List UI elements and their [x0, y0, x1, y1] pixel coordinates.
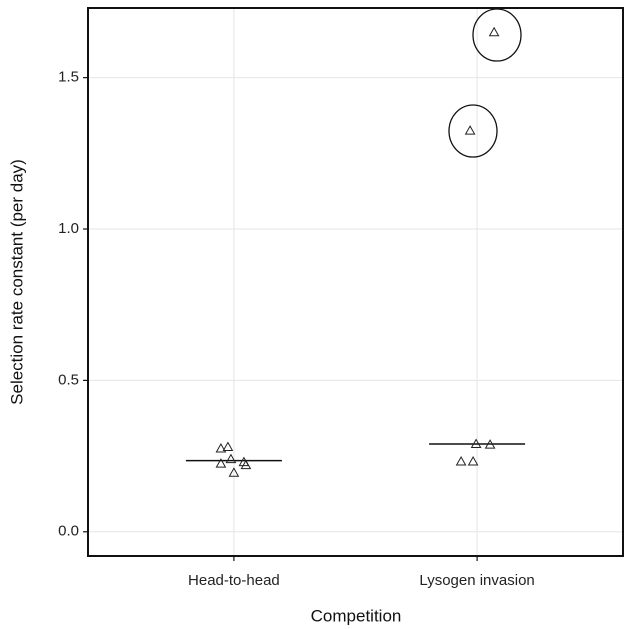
- highlight-circle: [448, 104, 498, 158]
- y-tick-label: 0.5: [58, 371, 79, 388]
- data-point: [467, 456, 479, 466]
- y-tick-label: 1.5: [58, 69, 79, 86]
- x-tick-label: Lysogen invasion: [419, 572, 534, 589]
- data-point: [222, 441, 234, 452]
- data-point: [455, 456, 467, 466]
- data-point: [225, 453, 237, 464]
- y-tick-label: 1.0: [58, 220, 79, 237]
- data-point: [488, 26, 500, 37]
- data-point: [464, 125, 476, 135]
- data-point: [484, 439, 496, 449]
- plot-area: [88, 8, 623, 556]
- data-point: [215, 458, 227, 468]
- data-point: [228, 467, 240, 477]
- plot-frame: [87, 7, 624, 557]
- y-axis-title: Selection rate constant (per day): [7, 159, 26, 405]
- x-axis-title: Competition: [311, 606, 402, 625]
- y-tick-label: 0.0: [58, 523, 79, 540]
- data-point: [470, 438, 482, 448]
- x-tick-label: Head-to-head: [188, 572, 280, 589]
- data-point: [240, 459, 252, 470]
- data-point: [215, 442, 227, 453]
